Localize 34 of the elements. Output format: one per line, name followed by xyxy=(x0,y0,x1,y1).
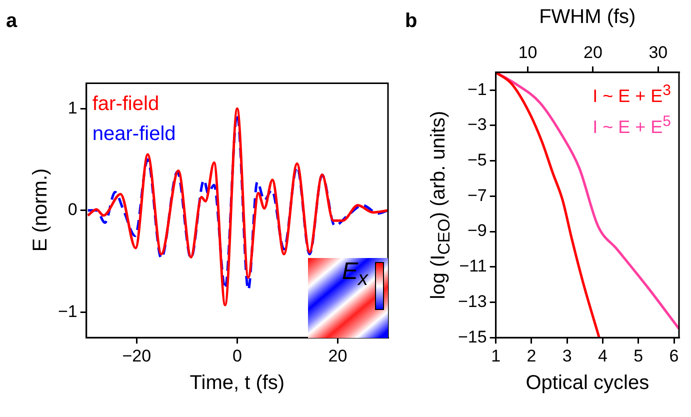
x-axis-title: Optical cycles xyxy=(526,372,650,395)
x2-tick-label: 10 xyxy=(518,42,538,62)
chart-title: a xyxy=(6,10,18,33)
y-tick-label: −1 xyxy=(58,302,78,321)
x-tick-label: 3 xyxy=(562,346,572,366)
series-label: near-field xyxy=(92,122,176,148)
annotation: E$_{x}$ xyxy=(342,258,368,290)
x-tick-label: 1 xyxy=(491,346,501,366)
y-tick-label: 1 xyxy=(68,98,78,118)
x-tick-label: 6 xyxy=(669,346,679,366)
x-tick-label: 4 xyxy=(598,346,608,366)
text: far-field xyxy=(92,92,160,118)
x-tick-label: −20 xyxy=(122,346,152,366)
x-tick-label: 2 xyxy=(526,346,536,366)
chart-title: b xyxy=(405,10,418,33)
x2-axis-title: FWHM (fs) xyxy=(539,6,636,29)
text: I ~ E + E$^{3}$ xyxy=(592,81,671,108)
x-tick-label: 0 xyxy=(232,346,242,366)
x-tick-label: 20 xyxy=(328,346,348,366)
y-tick-label: −9 xyxy=(467,221,487,240)
x2-tick-label: 30 xyxy=(648,42,668,62)
y-tick-label: −5 xyxy=(467,150,487,170)
y-tick-label: −7 xyxy=(467,186,487,205)
x-tick-label: 5 xyxy=(634,346,644,366)
x-axis-title: Time, t (fs) xyxy=(190,372,285,395)
y-axis-title: E (norm.) xyxy=(30,168,52,252)
y-tick-label: 0 xyxy=(68,200,78,220)
y-tick-label: −11 xyxy=(459,256,487,276)
y-tick-label: −13 xyxy=(458,292,487,311)
y-tick-label: −15 xyxy=(458,327,487,346)
y-tick-label: −1 xyxy=(467,80,487,99)
x2-tick-label: 20 xyxy=(584,42,602,62)
series-label: I ~ E + E$^{5}$ xyxy=(592,112,671,140)
y-tick-label: −3 xyxy=(467,115,487,134)
